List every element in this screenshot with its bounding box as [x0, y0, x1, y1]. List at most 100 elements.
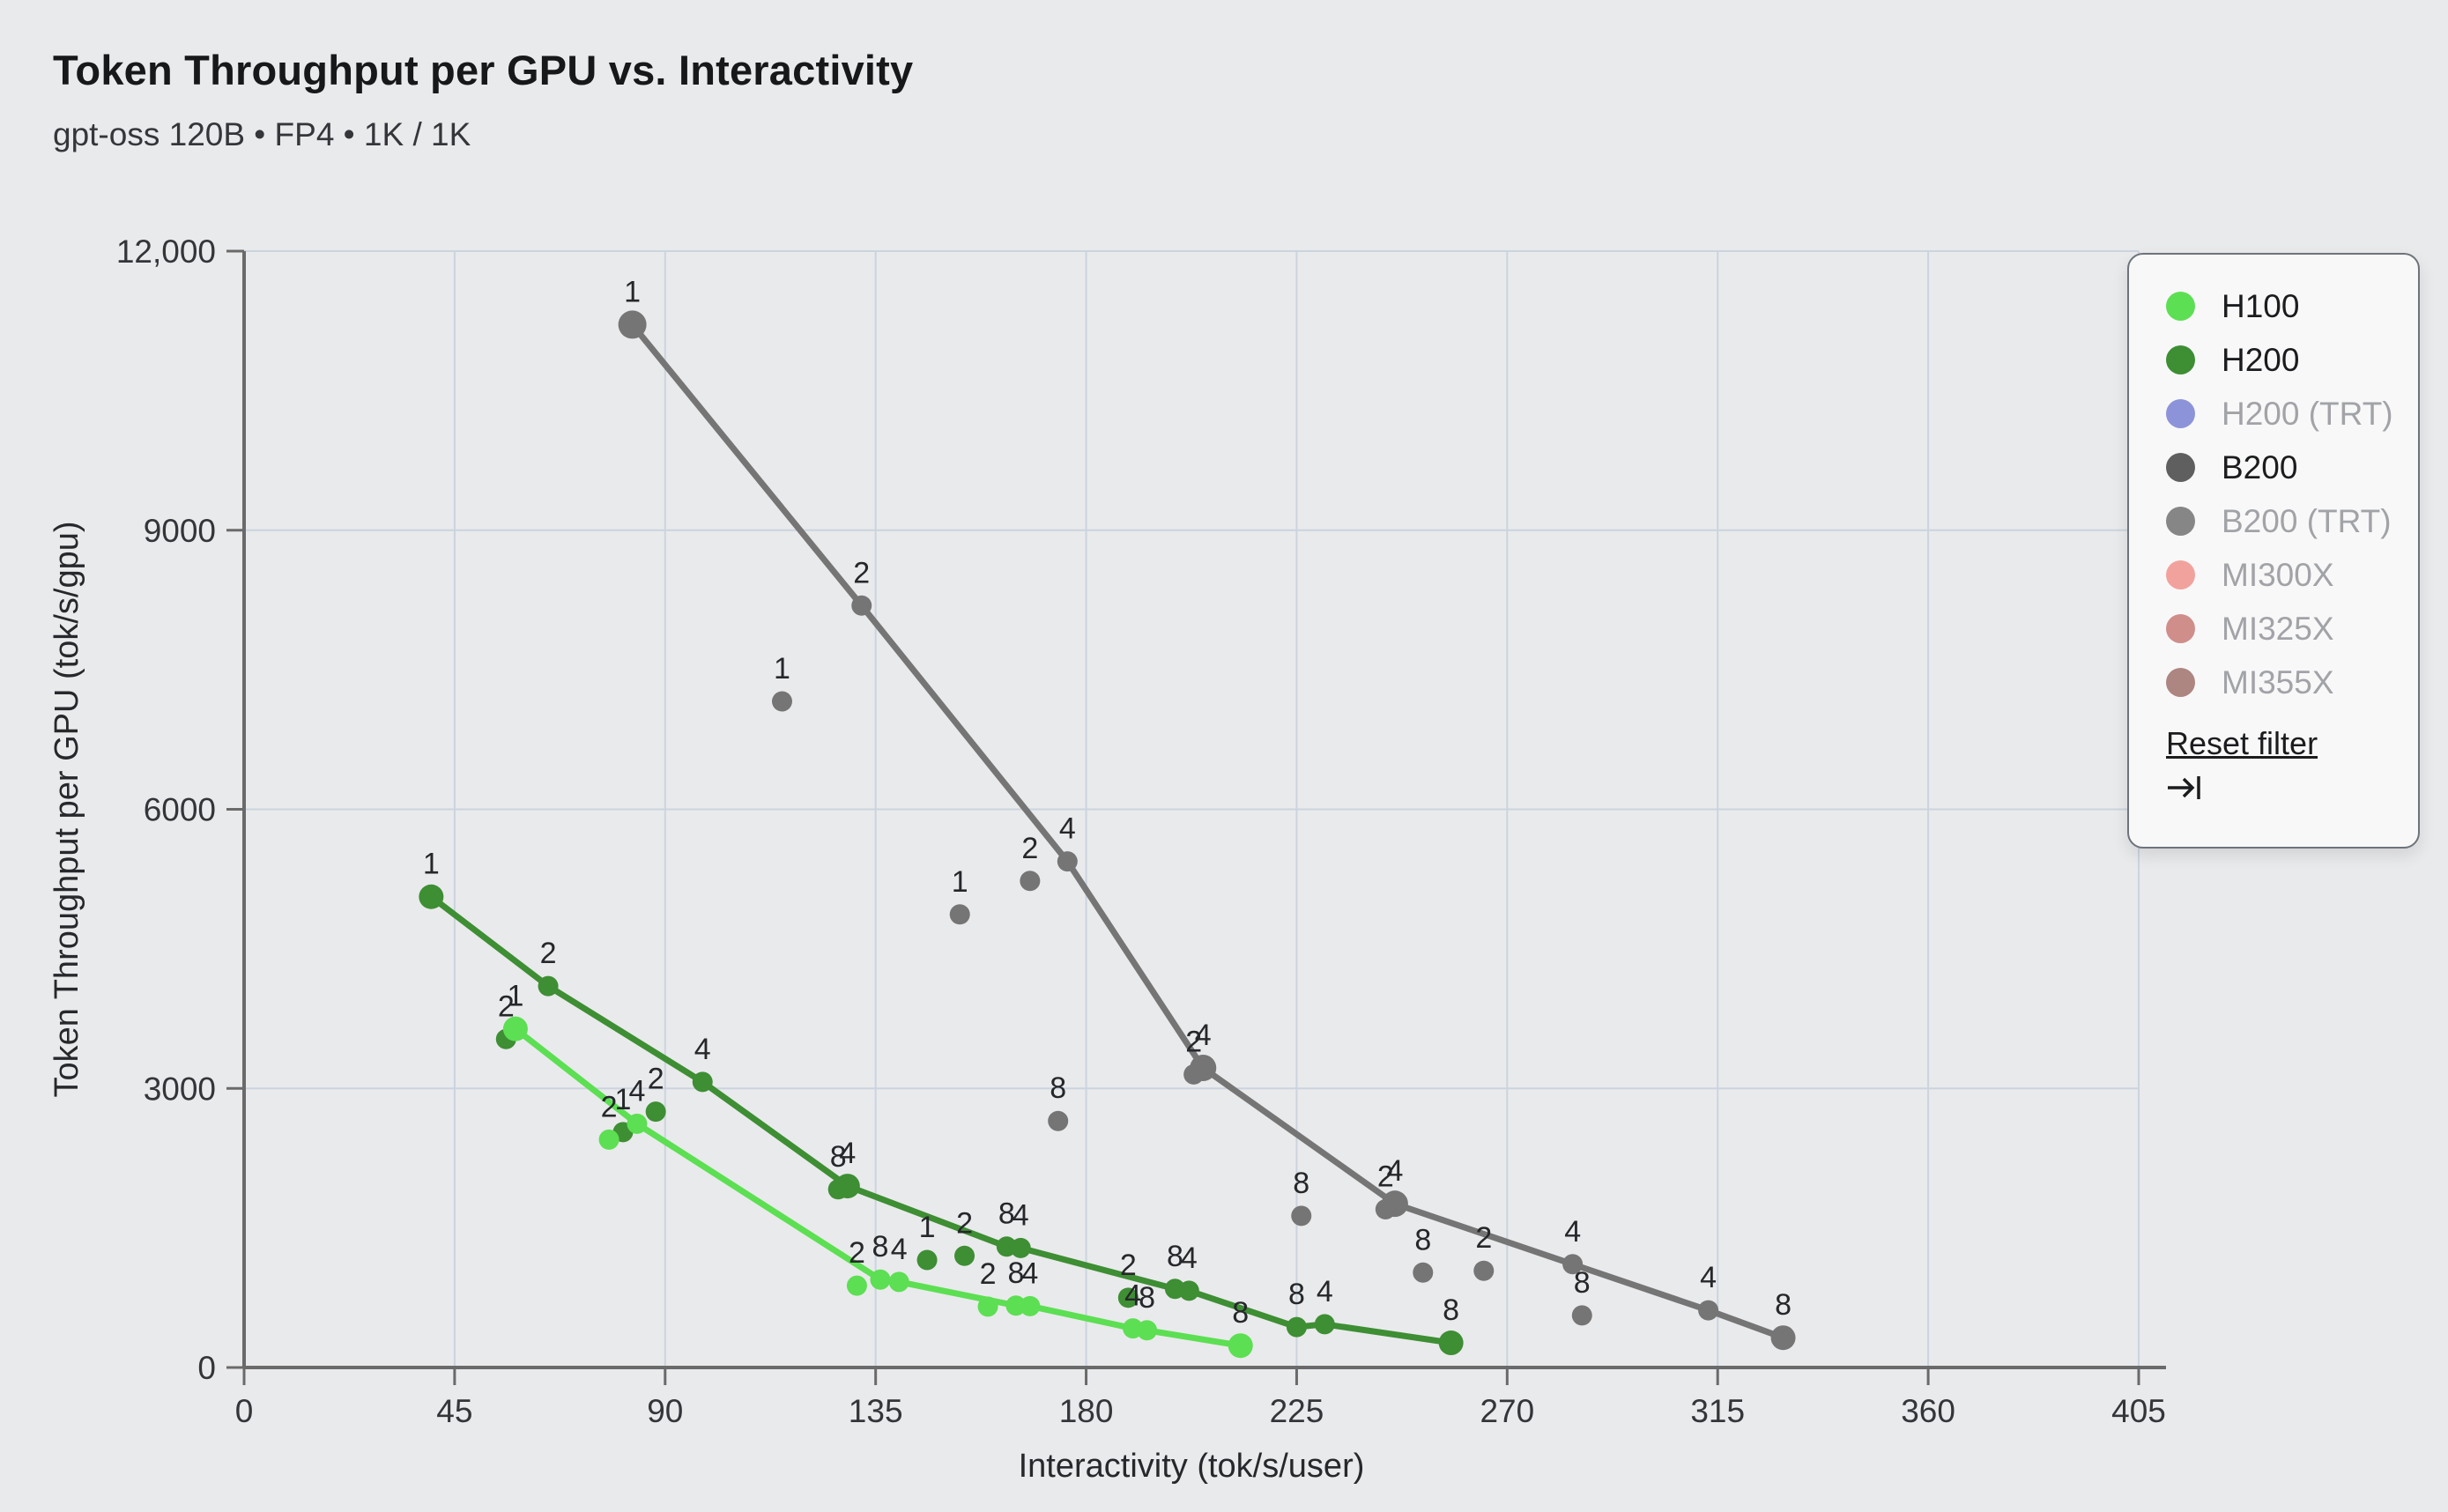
- point-label: 2: [1185, 1025, 1202, 1058]
- data-point-h100: [1228, 1333, 1253, 1359]
- point-label: 2: [1377, 1160, 1394, 1194]
- legend-item-label: H200 (TRT): [2222, 395, 2393, 432]
- legend-card: H100 H200 H200 (TRT) B200 B200 (TRT) MI300X MI…: [2127, 253, 2420, 849]
- data-point-b200: [1020, 871, 1041, 892]
- data-point-h200: [419, 884, 444, 909]
- point-label: 8: [1232, 1296, 1249, 1330]
- data-point-b200: [618, 310, 647, 339]
- point-label: 2: [1475, 1221, 1492, 1255]
- point-label: 4: [891, 1233, 908, 1266]
- page-title: Token Throughput per GPU vs. Interactivi…: [53, 47, 914, 93]
- data-point-b200: [1057, 851, 1078, 872]
- point-label: 8: [1007, 1256, 1024, 1290]
- point-label: 8: [1414, 1223, 1431, 1256]
- data-point-h200: [692, 1071, 713, 1093]
- legend-item-b200-trt[interactable]: B200 (TRT): [2129, 494, 2418, 548]
- series-line-b200: [629, 321, 1787, 1341]
- point-label: 2: [601, 1090, 618, 1123]
- data-point-b200: [1291, 1205, 1312, 1227]
- point-label: 1: [507, 980, 523, 1013]
- data-point-b200: [771, 691, 792, 712]
- reset-filter: Reset filter: [2166, 725, 2318, 801]
- legend-color-dot: [2166, 345, 2195, 374]
- point-label: 1: [615, 1083, 632, 1116]
- legend-item-h100[interactable]: H100: [2129, 279, 2418, 333]
- point-label: 4: [1059, 812, 1076, 846]
- y-axis-title: Token Throughput per GPU (tok/s/gpu): [48, 521, 85, 1097]
- data-point-h200: [954, 1245, 975, 1266]
- point-label: 4: [1021, 1256, 1038, 1290]
- x-tick-label: 180: [1059, 1393, 1114, 1429]
- data-point-b200: [1571, 1305, 1592, 1326]
- legend-color-dot: [2166, 507, 2195, 536]
- data-point-b200: [1698, 1300, 1719, 1321]
- data-point-h200: [1314, 1314, 1335, 1335]
- arrow-to-bar-icon[interactable]: [2166, 775, 2207, 801]
- point-label: 1: [423, 848, 440, 881]
- point-label: 4: [1013, 1198, 1029, 1232]
- page-subtitle: gpt-oss 120B • FP4 • 1K / 1K: [53, 116, 471, 152]
- legend-item-b200[interactable]: B200: [2129, 441, 2418, 494]
- y-tick-label: 12,000: [116, 233, 216, 270]
- legend-item-list: H100 H200 H200 (TRT) B200 B200 (TRT) MI300X MI…: [2129, 279, 2418, 709]
- data-point-b200: [1562, 1254, 1584, 1275]
- legend-item-label: H200: [2222, 341, 2300, 378]
- x-tick-label: 360: [1901, 1393, 1955, 1429]
- point-label: 2: [1120, 1249, 1137, 1282]
- point-label: 2: [1021, 832, 1038, 865]
- data-point-h200: [916, 1249, 938, 1271]
- data-point-b200: [1375, 1199, 1396, 1220]
- point-label: 1: [919, 1211, 936, 1244]
- legend-item-h200-trt[interactable]: H200 (TRT): [2129, 387, 2418, 441]
- point-label: 8: [872, 1230, 889, 1264]
- data-point-b200: [1770, 1325, 1796, 1351]
- data-point-h100: [1020, 1295, 1041, 1316]
- point-label: 2: [849, 1236, 865, 1270]
- point-label: 4: [1317, 1275, 1333, 1308]
- data-point-h100: [627, 1113, 648, 1134]
- legend-item-label: H100: [2222, 287, 2300, 324]
- y-tick-label: 0: [197, 1350, 216, 1386]
- legend-color-dot: [2166, 453, 2195, 482]
- legend-item-mi300x[interactable]: MI300X: [2129, 548, 2418, 602]
- x-tick-label: 135: [849, 1393, 903, 1429]
- legend-color-dot: [2166, 292, 2195, 321]
- legend-item-label: MI325X: [2222, 610, 2334, 647]
- legend-item-mi325x[interactable]: MI325X: [2129, 602, 2418, 656]
- point-label: 4: [1386, 1154, 1403, 1188]
- x-axis-title: Interactivity (tok/s/user): [1019, 1448, 1365, 1485]
- data-point-h100: [870, 1269, 891, 1290]
- data-point-h100: [502, 1016, 528, 1041]
- reset-filter-link[interactable]: Reset filter: [2166, 725, 2318, 761]
- series-line-h200: [427, 893, 1455, 1346]
- x-tick-label: 270: [1480, 1393, 1534, 1429]
- point-label: 2: [648, 1063, 664, 1096]
- data-point-h200: [1438, 1330, 1464, 1356]
- point-label: 8: [830, 1140, 847, 1174]
- point-label: 1: [624, 275, 641, 308]
- data-point-h100: [888, 1271, 909, 1293]
- point-label: 4: [1700, 1261, 1717, 1294]
- point-label: 1: [952, 865, 968, 899]
- point-label: 4: [1564, 1215, 1581, 1249]
- data-point-h200: [538, 975, 559, 997]
- legend-color-dot: [2166, 668, 2195, 697]
- point-label: 2: [498, 989, 515, 1023]
- legend-item-mi355x[interactable]: MI355X: [2129, 656, 2418, 709]
- legend-color-dot: [2166, 399, 2195, 428]
- point-label: 2: [980, 1257, 997, 1291]
- point-label: 4: [694, 1033, 711, 1066]
- legend-color-dot: [2166, 614, 2195, 643]
- point-label: 8: [1574, 1266, 1591, 1300]
- legend-item-h200[interactable]: H200: [2129, 333, 2418, 387]
- point-label: 2: [540, 937, 557, 970]
- point-label: 4: [1181, 1241, 1198, 1275]
- point-label: 8: [1775, 1288, 1791, 1322]
- point-label: 8: [998, 1197, 1015, 1231]
- data-point-b200: [1473, 1260, 1495, 1281]
- point-label: 4: [839, 1137, 856, 1170]
- point-label: 8: [1139, 1281, 1155, 1315]
- legend-item-label: MI300X: [2222, 556, 2334, 593]
